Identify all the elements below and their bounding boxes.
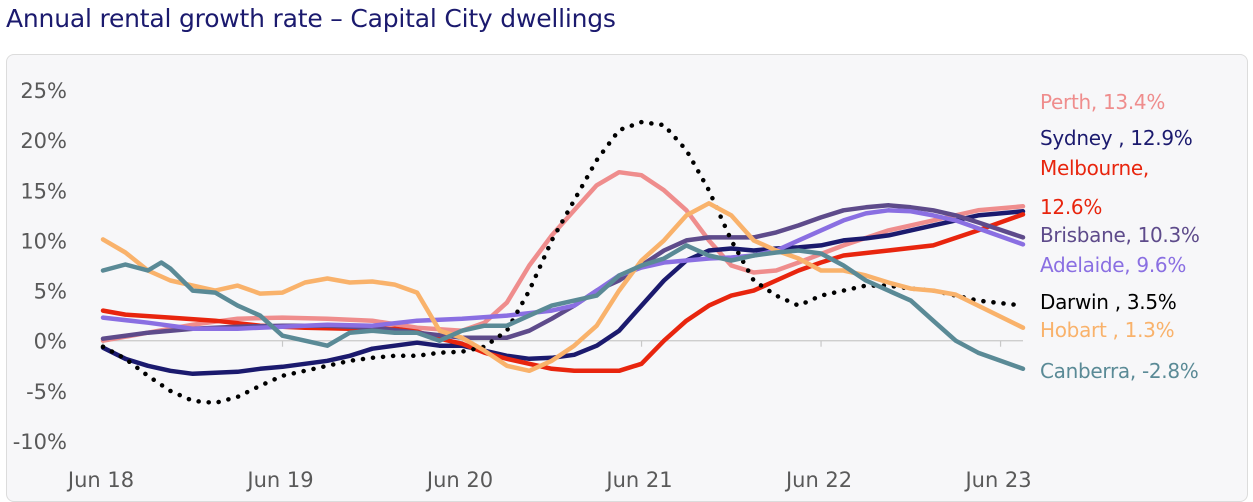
y-tick-label: 5% — [34, 280, 67, 304]
chart-title: Annual rental growth rate – Capital City… — [6, 4, 616, 33]
series-line-canberra — [100, 243, 1026, 372]
series-lines — [100, 119, 1026, 406]
x-tick-label: Jun 21 — [604, 468, 672, 492]
y-tick-label: 10% — [20, 229, 67, 253]
legend-perth: Perth, 13.4% — [1040, 90, 1166, 114]
series-line-perth — [100, 169, 1026, 343]
legend-darwin: Darwin , 3.5% — [1040, 290, 1177, 314]
legend-canberra: Canberra, -2.8% — [1040, 359, 1199, 383]
y-tick-label: -5% — [26, 380, 67, 404]
series-line-sydney — [100, 209, 1026, 377]
y-tick-label: -10% — [13, 430, 67, 454]
x-tick-label: Jun 18 — [66, 468, 134, 492]
x-tick-label: Jun 19 — [245, 468, 313, 492]
legend-brisbane: Brisbane, 10.3% — [1040, 223, 1200, 247]
x-tick-label: Jun 20 — [425, 468, 493, 492]
legend-melbourne-line2: 12.6% — [1040, 195, 1103, 219]
y-axis: 25% 20% 15% 10% 5% 0% -5% -10% — [13, 79, 67, 454]
series-line-adelaide — [100, 208, 1026, 331]
legend-hobart: Hobart , 1.3% — [1040, 318, 1175, 342]
series-line-darwin — [100, 119, 1026, 406]
legend-sydney: Sydney , 12.9% — [1040, 126, 1193, 150]
y-tick-label: 15% — [20, 179, 67, 203]
x-tick-label: Jun 22 — [784, 468, 852, 492]
y-tick-label: 20% — [20, 129, 67, 153]
legend-melbourne-line1: Melbourne, — [1040, 156, 1149, 180]
x-axis: Jun 18 Jun 19 Jun 20 Jun 21 Jun 22 Jun 23 — [66, 340, 1032, 492]
y-tick-label: 0% — [34, 330, 67, 354]
x-tick-label: Jun 23 — [963, 468, 1031, 492]
legend-adelaide: Adelaide, 9.6% — [1040, 253, 1187, 277]
y-tick-label: 25% — [20, 79, 67, 103]
